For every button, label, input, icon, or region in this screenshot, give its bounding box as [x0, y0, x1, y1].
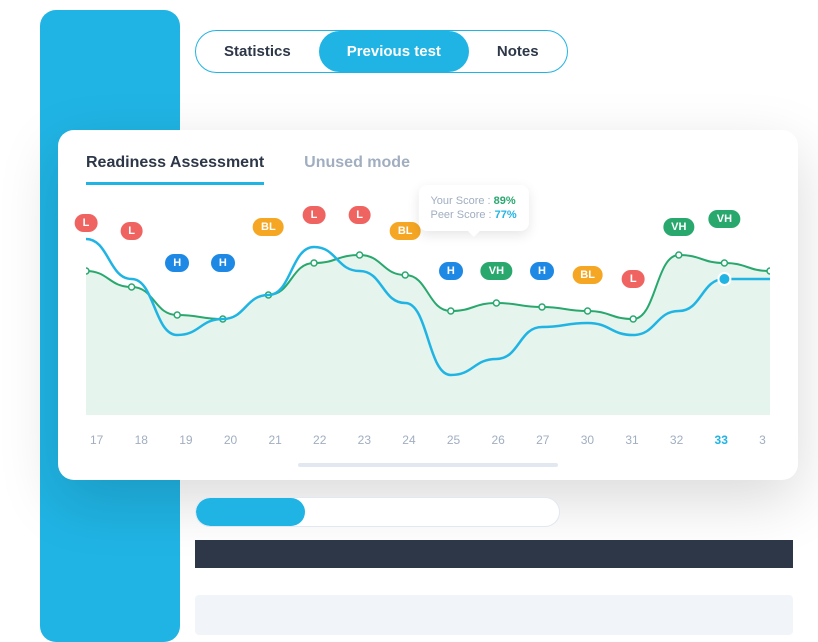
badge-h: H	[530, 262, 554, 280]
chart-tab-readiness[interactable]: Readiness Assessment	[86, 154, 264, 185]
badge-vh: VH	[481, 262, 512, 280]
tooltip-your-value: 89%	[494, 195, 516, 207]
x-tick: 26	[491, 433, 504, 447]
x-tick: 19	[179, 433, 192, 447]
chart-card: Readiness Assessment Unused mode L L H H BL L…	[58, 130, 798, 480]
main-container: Statistics Previous test Notes Readiness…	[0, 0, 818, 642]
tooltip-peer-label: Peer Score :	[430, 209, 491, 221]
chart-area: LLHHBLLLBLHVHHBLLVHVH Your Score : 89% P…	[86, 215, 770, 415]
badge-vh: VH	[663, 218, 694, 236]
x-tick: 33	[715, 433, 728, 447]
tab-statistics[interactable]: Statistics	[196, 31, 319, 72]
tooltip-peer-value: 77%	[495, 209, 517, 221]
badge-bl: BL	[390, 222, 421, 240]
main-tabs: Statistics Previous test Notes	[195, 30, 568, 73]
x-tick: 23	[358, 433, 371, 447]
x-tick: 3	[759, 433, 766, 447]
x-tick: 17	[90, 433, 103, 447]
chart-tabs: Readiness Assessment Unused mode	[86, 154, 770, 185]
line-chart	[86, 215, 770, 415]
tooltip-your-label: Your Score :	[430, 195, 490, 207]
badge-l: L	[622, 270, 645, 288]
progress-bar	[195, 497, 560, 527]
badge-l: L	[303, 206, 326, 224]
badge-h: H	[439, 262, 463, 280]
x-tick: 32	[670, 433, 683, 447]
badge-h: H	[165, 254, 189, 272]
badge-bl: BL	[253, 218, 284, 236]
x-tick: 18	[135, 433, 148, 447]
badge-l: L	[348, 206, 371, 224]
badge-l: L	[75, 214, 98, 232]
progress-fill	[196, 498, 305, 526]
x-tick: 21	[268, 433, 281, 447]
tab-notes[interactable]: Notes	[469, 31, 567, 72]
tab-previous-test[interactable]: Previous test	[319, 31, 469, 72]
x-tick: 30	[581, 433, 594, 447]
badge-l: L	[120, 222, 143, 240]
badge-bl: BL	[572, 266, 603, 284]
x-tick: 22	[313, 433, 326, 447]
badge-vh: VH	[709, 210, 740, 228]
x-axis: 1718192021222324252627303132333	[86, 433, 770, 447]
dark-section-bar	[195, 540, 793, 568]
x-tick: 27	[536, 433, 549, 447]
chart-tab-unused[interactable]: Unused mode	[304, 154, 410, 185]
chart-scroll-indicator[interactable]	[298, 463, 558, 467]
chart-tooltip: Your Score : 89% Peer Score : 77%	[418, 185, 528, 231]
x-tick: 24	[402, 433, 415, 447]
x-tick: 20	[224, 433, 237, 447]
badge-h: H	[211, 254, 235, 272]
light-section-bar	[195, 595, 793, 635]
x-tick: 25	[447, 433, 460, 447]
x-tick: 31	[625, 433, 638, 447]
